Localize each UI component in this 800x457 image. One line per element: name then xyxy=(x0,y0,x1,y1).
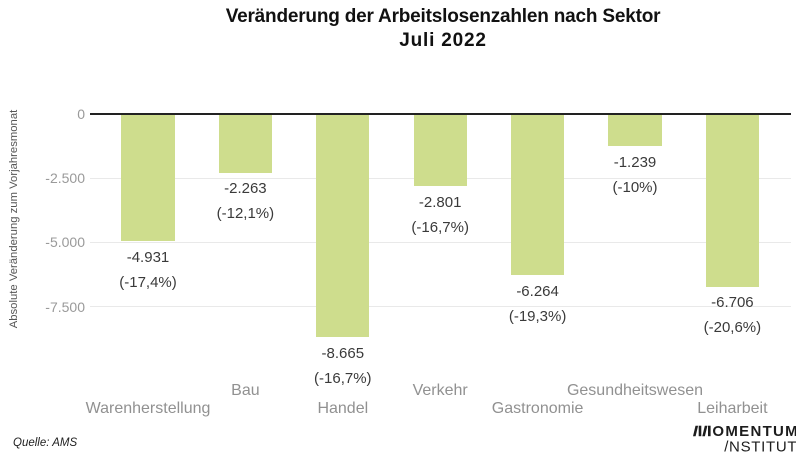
svg-text:/NSTITUT: /NSTITUT xyxy=(724,439,796,456)
svg-text:OMENTUM: OMENTUM xyxy=(712,424,796,440)
